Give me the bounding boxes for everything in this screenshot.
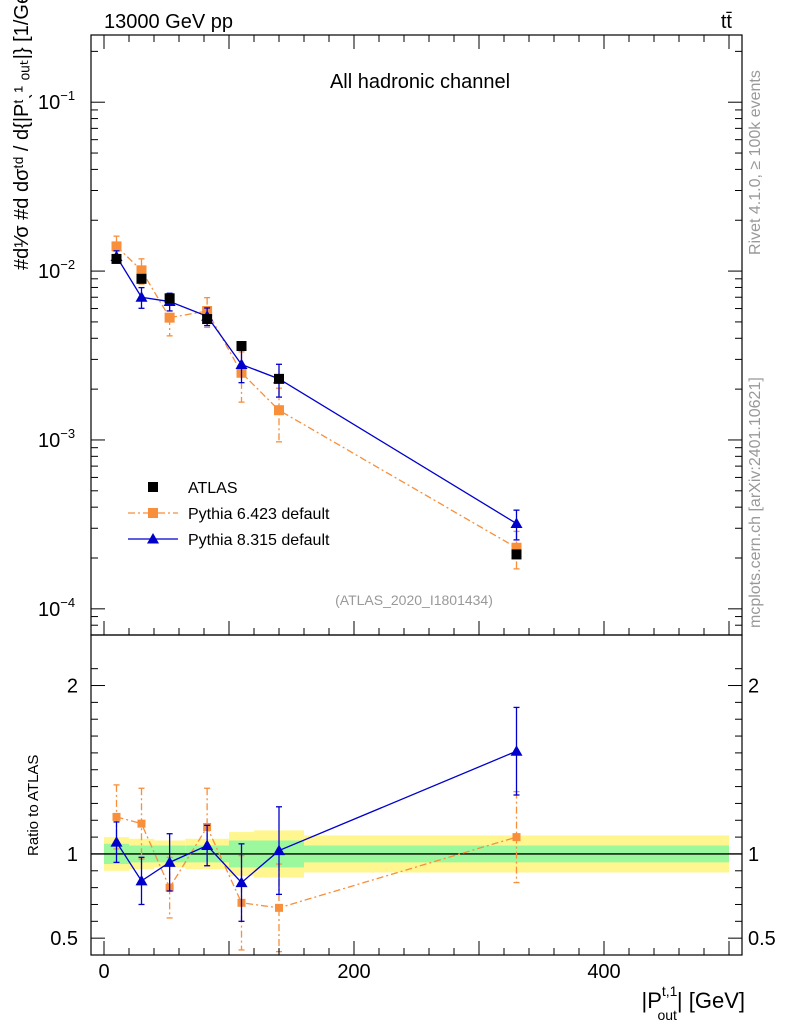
legend-label-pythia-6-423-default: Pythia 6.423 default: [188, 506, 330, 523]
legend-label-pythia-8-315-default: Pythia 8.315 default: [188, 532, 330, 549]
ratio-panel-frame: [90, 634, 743, 956]
collision-energy-label: 13000 GeV pp: [104, 11, 233, 33]
legend-marker-pythia-8-315-default: [147, 533, 159, 544]
analysis-id-label: (ATLAS_2020_I1801434): [335, 592, 493, 608]
legend-marker-pythia-6-423-default: [148, 508, 158, 518]
ratio-point-pythia-6-423-default: [512, 833, 521, 842]
main-panel: [110, 235, 523, 570]
data-point-pythia-6-423-default: [136, 265, 147, 276]
ratio-panel: [91, 706, 742, 953]
x-tick-label: 400: [587, 961, 620, 983]
data-point-pythia-6-423-default: [111, 241, 122, 252]
data-point-pythia-6-423-default: [164, 312, 175, 323]
ratio-point-pythia-8-315-default: [163, 856, 176, 867]
ratio-point-pythia-8-315-default: [110, 836, 123, 847]
axis-ticks: 0 200 400 10−1 10−2 10−3 10−4 0.5 0.5 1 1 2 2: [38, 35, 776, 983]
x-tick-label: 0: [98, 961, 109, 983]
y-axis-label-text: #d¹⁄σ #d dσᵗᵈ / d{|Pᵗˎ¹ ₒᵤₜ|} [1/GeV]: [11, 0, 33, 270]
x-axis-label-sup: t,1: [662, 983, 678, 999]
ratio-y-tick-label-right: 1: [748, 844, 759, 866]
ratio-y-tick-label-right: 2: [748, 676, 759, 698]
error-bar-pythia-6-423-default: [204, 297, 211, 329]
ratio-y-axis-label: Ratio to ATLAS: [25, 755, 42, 856]
ratio-point-pythia-6-423-default: [112, 812, 121, 821]
ratio-y-axis-label-text: Ratio to ATLAS: [25, 755, 42, 856]
ratio-point-pythia-8-315-default: [201, 839, 214, 851]
y-tick-label: 10−4: [38, 595, 75, 621]
ratio-point-pythia-8-315-default: [273, 844, 285, 856]
ratio-y-tick-label: 2: [67, 676, 78, 698]
ratio-point-pythia-8-315-default: [135, 874, 148, 886]
data-point-atlas: [111, 253, 122, 264]
y-tick-label: 10−2: [38, 257, 75, 283]
data-point-atlas: [202, 314, 213, 325]
x-axis-label-main: |P: [641, 988, 661, 1013]
ratio-point-pythia-6-423-default: [275, 903, 283, 912]
ratio-point-pythia-8-315-default: [235, 876, 248, 888]
data-point-atlas: [136, 273, 147, 284]
ratio-y-tick-label: 1: [67, 844, 78, 866]
legend-marker-atlas: [148, 482, 158, 492]
ratio-point-pythia-6-423-default: [137, 819, 146, 828]
y-tick-label: 10−1: [38, 88, 75, 114]
data-point-pythia-8-315-default: [135, 291, 148, 302]
ratio-y-tick-label-right: 0.5: [748, 928, 776, 950]
data-point-atlas: [274, 373, 284, 384]
x-axis-label-sub: out: [657, 1007, 677, 1023]
data-point-atlas: [164, 293, 175, 304]
process-label: tt̄: [721, 11, 733, 33]
ratio-y-tick-label: 0.5: [50, 928, 78, 950]
legend: ATLAS Pythia 6.423 default Pythia 8.315 de…: [128, 480, 330, 549]
x-axis-label-tail: | [GeV]: [677, 988, 745, 1013]
x-axis-label: |Pt,1 out| [GeV]: [641, 983, 745, 1023]
chart-title: All hadronic channel: [330, 71, 510, 93]
data-point-pythia-8-315-default: [235, 358, 248, 369]
ratio-point-pythia-8-315-default: [510, 745, 523, 756]
data-point-atlas: [236, 341, 247, 352]
y-axis-label: #d¹⁄σ #d dσᵗᵈ / d{|Pᵗˎ¹ ₒᵤₜ|} [1/GeV]: [11, 0, 33, 270]
x-tick-label: 200: [337, 961, 370, 983]
data-point-pythia-8-315-default: [510, 517, 523, 529]
data-point-atlas: [511, 549, 522, 560]
y-tick-label: 10−3: [38, 426, 75, 452]
legend-label-atlas: ATLAS: [188, 480, 238, 497]
data-point-pythia-6-423-default: [511, 542, 522, 553]
data-point-pythia-6-423-default: [274, 405, 284, 416]
series-line-pythia-6-423-default: [116, 245, 517, 549]
series-line-pythia-8-315-default: [115, 256, 517, 525]
